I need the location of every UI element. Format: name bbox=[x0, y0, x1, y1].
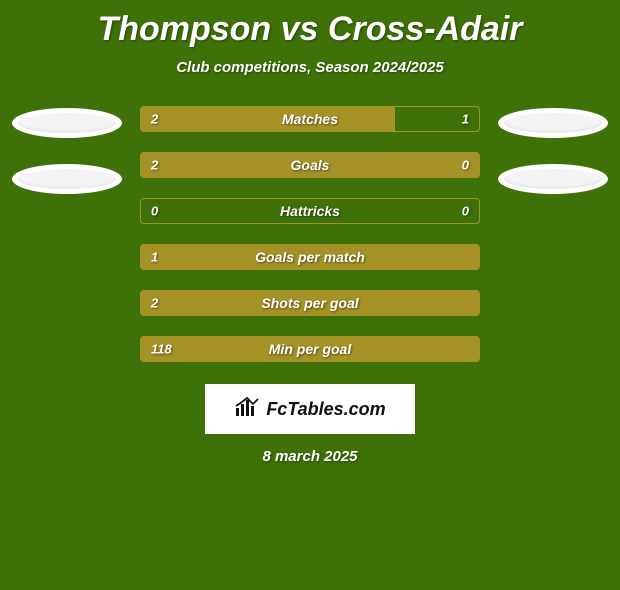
avatar-placeholder bbox=[12, 108, 122, 138]
stat-value-left: 2 bbox=[151, 296, 158, 311]
stat-value-left: 118 bbox=[151, 342, 172, 357]
stat-value-right: 0 bbox=[462, 158, 469, 173]
stat-row-goals-per-match: 1 Goals per match bbox=[140, 244, 480, 270]
stat-label: Hattricks bbox=[280, 203, 340, 219]
stats-bars: 2 Matches 1 2 Goals 0 0 Hattricks 0 1 Go… bbox=[140, 106, 480, 362]
bar-fill-left bbox=[141, 107, 395, 131]
stat-label: Goals bbox=[291, 157, 330, 173]
page-title: Thompson vs Cross-Adair bbox=[0, 10, 620, 49]
stat-value-left: 2 bbox=[151, 158, 158, 173]
avatar-placeholder bbox=[498, 164, 608, 194]
stat-row-min-per-goal: 118 Min per goal bbox=[140, 336, 480, 362]
stat-label: Goals per match bbox=[255, 249, 365, 265]
content-area: 2 Matches 1 2 Goals 0 0 Hattricks 0 1 Go… bbox=[0, 106, 620, 362]
stat-row-hattricks: 0 Hattricks 0 bbox=[140, 198, 480, 224]
right-avatar-column bbox=[498, 106, 608, 194]
bar-fill-left bbox=[141, 153, 401, 177]
footer-logo-text: FcTables.com bbox=[266, 399, 385, 420]
stat-row-goals: 2 Goals 0 bbox=[140, 152, 480, 178]
stat-value-right: 0 bbox=[462, 204, 469, 219]
avatar-placeholder bbox=[12, 164, 122, 194]
left-avatar-column bbox=[12, 106, 122, 194]
stat-label: Matches bbox=[282, 111, 338, 127]
stat-value-left: 1 bbox=[151, 250, 158, 265]
stat-row-matches: 2 Matches 1 bbox=[140, 106, 480, 132]
stat-value-left: 2 bbox=[151, 112, 158, 127]
footer-date: 8 march 2025 bbox=[0, 448, 620, 465]
subtitle: Club competitions, Season 2024/2025 bbox=[0, 59, 620, 76]
chart-icon bbox=[234, 396, 260, 423]
stat-value-right: 1 bbox=[462, 112, 469, 127]
footer-logo: FcTables.com bbox=[205, 384, 415, 434]
stat-row-shots-per-goal: 2 Shots per goal bbox=[140, 290, 480, 316]
stat-label: Shots per goal bbox=[261, 295, 358, 311]
avatar-placeholder bbox=[498, 108, 608, 138]
stat-label: Min per goal bbox=[269, 341, 351, 357]
stat-value-left: 0 bbox=[151, 204, 158, 219]
